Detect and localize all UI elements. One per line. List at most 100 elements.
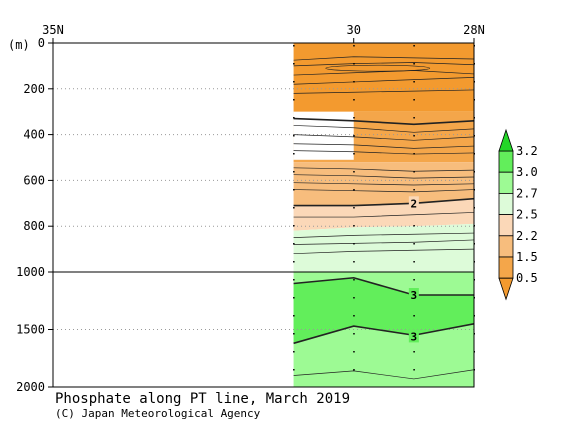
data-band-4: [293, 223, 474, 272]
station-dot-0: [293, 153, 295, 155]
station-dot-1: [353, 333, 355, 335]
station-dot-2: [413, 135, 415, 137]
contour-line-11: [293, 174, 474, 179]
contour-line-19: [293, 276, 474, 296]
contour-line-8: [293, 143, 474, 149]
contour-line-3: [293, 77, 474, 85]
colorbar-segment-4: [498, 192, 514, 215]
data-band-3: [293, 198, 474, 231]
colorbar-bottom-arrow: [498, 277, 514, 301]
colorbar: 0.5 1.5 2.2 2.5 2.7 3.0 3.2: [498, 128, 538, 301]
data-band-0: [293, 43, 474, 112]
colorbar-level-label-1: 1.5: [516, 250, 538, 264]
station-dot-0: [293, 225, 295, 227]
station-dot-0: [293, 171, 295, 173]
contour-lens: [325, 64, 431, 72]
chart-title: Phosphate along PT line, March 2019: [55, 391, 350, 407]
station-dot-0: [293, 279, 295, 281]
station-dot-1: [353, 117, 355, 119]
contour-line-5: [293, 117, 474, 126]
x-tick-label-0: 35N: [42, 23, 64, 37]
station-dot-0: [293, 297, 295, 299]
station-dot-0: [293, 189, 295, 191]
station-dot-0: [293, 99, 295, 101]
x-tick-label-1: 30: [346, 23, 360, 37]
station-dot-0: [293, 135, 295, 137]
colorbar-segment-5: [498, 171, 514, 194]
station-dot-1: [353, 153, 355, 155]
station-dot-1: [353, 351, 355, 353]
y-tick-label-3: 600: [23, 173, 45, 187]
station-dot-0: [293, 45, 295, 47]
colorbar-level-label-3: 2.5: [516, 208, 538, 222]
colorbar-segment-3: [498, 214, 514, 237]
contour-line-21: [293, 369, 474, 380]
station-dot-1: [353, 135, 355, 137]
station-dot-2: [413, 315, 415, 317]
station-dot-1: [353, 45, 355, 47]
station-dot-0: [293, 63, 295, 65]
y-tick-label-2: 400: [23, 128, 45, 142]
station-dot-2: [413, 243, 415, 245]
station-dot-1: [353, 369, 355, 371]
y-unit-label: (m): [8, 38, 30, 52]
station-dot-0: [293, 333, 295, 335]
station-dot-1: [353, 261, 355, 263]
contour-label-bg-2: [408, 329, 419, 343]
station-dot-2: [413, 189, 415, 191]
y-tick-label-6: 1500: [16, 323, 45, 337]
y-tick-label-0: 0: [38, 36, 45, 50]
data-band-6: [293, 277, 474, 344]
colorbar-level-label-0: 0.5: [516, 271, 538, 285]
station-dot-1: [353, 207, 355, 209]
station-dot-2: [413, 117, 415, 119]
station-dot-2: [413, 369, 415, 371]
station-dot-1: [353, 315, 355, 317]
station-dot-1: [353, 171, 355, 173]
station-dot-1: [353, 99, 355, 101]
data-band-2: [293, 162, 474, 206]
station-dot-2: [413, 171, 415, 173]
station-dot-0: [293, 315, 295, 317]
station-dot-1: [353, 225, 355, 227]
contour-line-16: [293, 232, 474, 238]
plot-frame: [52, 42, 475, 388]
y-tick-label-4: 800: [23, 219, 45, 233]
contour-line-13: [293, 189, 474, 193]
contour-line-14: [293, 197, 474, 207]
colorbar-segment-1: [498, 256, 514, 279]
contour-line-1: [293, 62, 474, 67]
agency-credit: (C) Japan Meteorological Agency: [55, 407, 261, 420]
station-dot-2: [413, 81, 415, 83]
station-dot-2: [413, 351, 415, 353]
station-dot-2: [413, 279, 415, 281]
station-dot-0: [293, 261, 295, 263]
contour-line-6: [293, 125, 474, 133]
contour-lines: [293, 56, 474, 380]
x-axis: 35N 30 28N: [42, 23, 485, 43]
station-dot-0: [293, 207, 295, 209]
station-dot-2: [413, 153, 415, 155]
y-tick-label-5: 1000: [16, 265, 45, 279]
contour-label-2: 3: [411, 330, 418, 343]
contour-value-labels: 2 3 3: [408, 196, 419, 343]
station-dot-0: [293, 369, 295, 371]
contour-line-7: [293, 134, 474, 141]
colorbar-top-arrow: [498, 128, 514, 152]
contour-label-1: 3: [411, 289, 418, 302]
station-dot-1: [353, 279, 355, 281]
contour-label-bg-1: [408, 288, 419, 301]
station-dot-1: [353, 189, 355, 191]
station-dot-0: [293, 243, 295, 245]
colorbar-level-label-4: 2.7: [516, 186, 538, 200]
station-dot-1: [353, 63, 355, 65]
y-tick-label-1: 200: [23, 82, 45, 96]
station-dot-1: [353, 297, 355, 299]
station-dot-2: [413, 45, 415, 47]
contour-label-0: 2: [411, 197, 418, 210]
contour-label-bg-0: [408, 196, 419, 210]
station-dot-2: [413, 225, 415, 227]
colorbar-level-label-6: 3.2: [516, 144, 538, 158]
station-dot-0: [293, 81, 295, 83]
contour-line-17: [293, 239, 474, 245]
